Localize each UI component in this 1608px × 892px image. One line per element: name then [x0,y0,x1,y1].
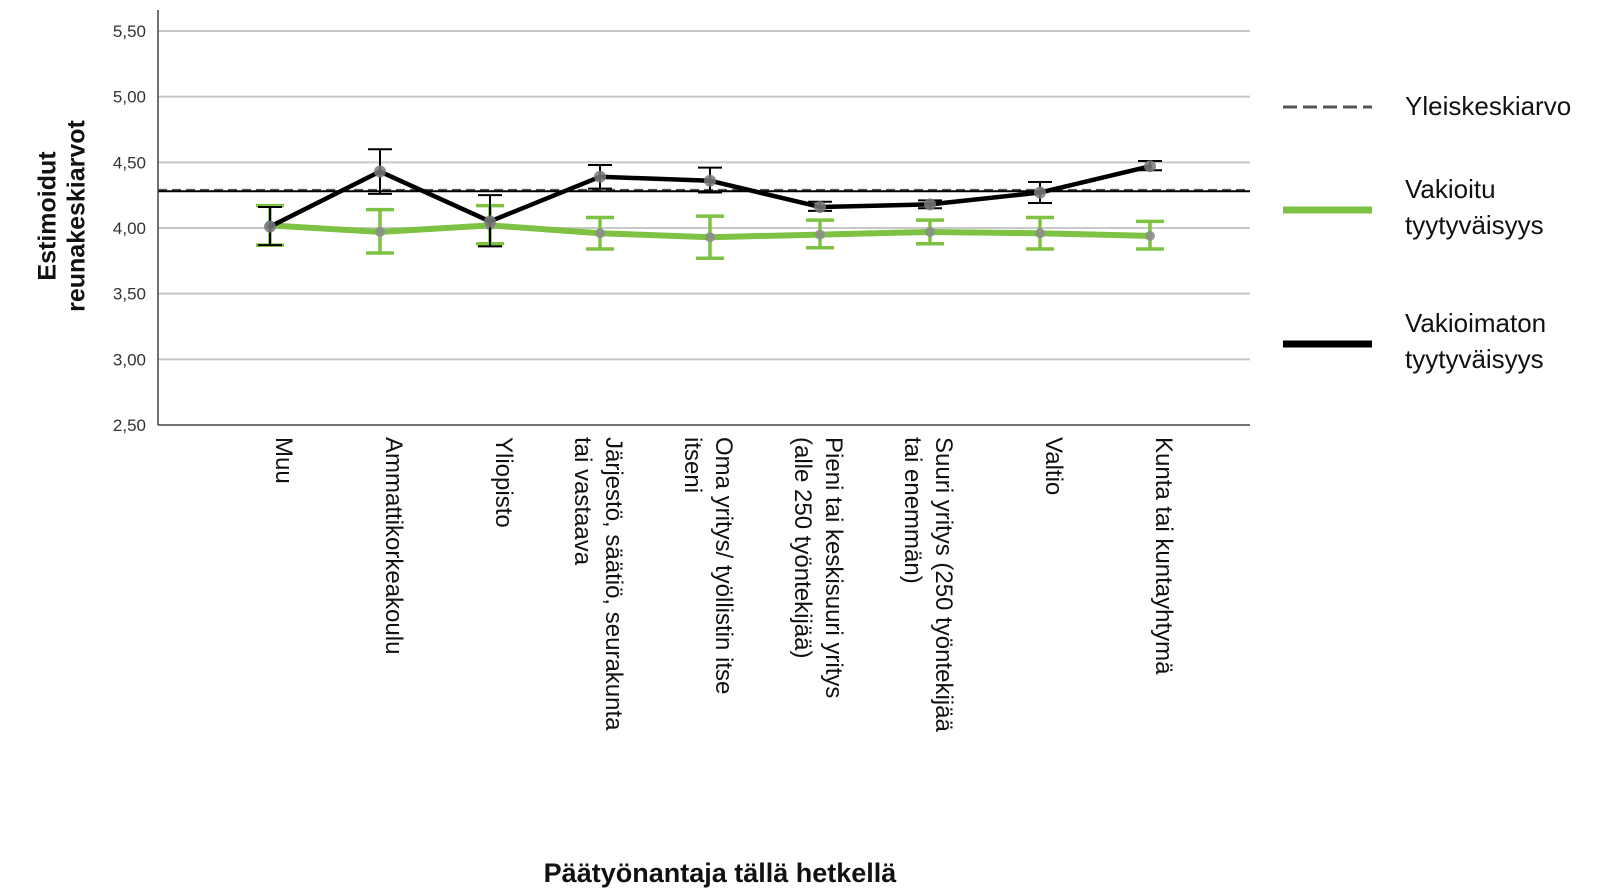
legend-item: Vakioimaton tyytyväisyys [1283,308,1546,374]
data-point [925,226,935,237]
category-label-line: itseni [679,437,706,493]
reference-lines [158,188,1250,193]
category-label-line: Järjestö, säätiö, seurakunta [600,437,627,731]
legend-label: Vakioitu [1405,174,1496,204]
category-label: Valtio [1040,437,1067,495]
category-label-line: Pieni tai keskisuuri yritys [820,437,847,698]
y-tick-label: 4,50 [113,153,146,172]
y-tick-label: 2,50 [113,416,146,435]
data-point [815,229,825,240]
category-label-line: Muu [270,437,297,484]
data-point [1144,160,1156,173]
data-point [1035,228,1045,239]
data-point [595,228,605,239]
category-labels: Muu Ammattikorkeakoulu Yliopisto Järjestö, … [270,437,1177,732]
category-label-line: Valtio [1040,437,1067,495]
category-label-line: Ammattikorkeakoulu [380,437,407,654]
category-label: Kunta tai kuntayhtymä [1150,437,1177,675]
legend-label: tyytyväisyys [1405,210,1544,240]
series-layer [256,148,1164,260]
x-axis-title: Päätyönantaja tällä hetkellä [544,858,898,888]
data-point [1034,186,1046,199]
category-label-line: (alle 250 työntekijää) [789,437,816,658]
y-axis-title: Estimoidutreunakeskiarvot [34,119,91,311]
data-point [375,226,385,237]
legend-label: Yleiskeskiarvo [1405,91,1571,121]
legend-item: Vakioitu tyytyväisyys [1283,174,1544,240]
data-point [924,198,936,211]
legend-item: Yleiskeskiarvo [1283,91,1571,121]
y-axis-title-line: reunakeskiarvot [62,119,90,311]
category-label-line: Yliopisto [490,437,517,528]
category-label-line: tai vastaava [569,437,596,566]
category-label: Muu [270,437,297,484]
data-point [1145,230,1155,241]
category-label: Ammattikorkeakoulu [380,437,407,654]
y-axis-title-line: Estimoidut [34,151,62,281]
legend: YleiskeskiarvoVakioitutyytyväisyysVakioi… [1283,91,1571,374]
legend-label: Vakioimaton [1405,308,1546,338]
category-label-line: tai enemmän) [899,437,926,584]
category-label: Pieni tai keskisuuri yritys(alle 250 työ… [789,437,847,698]
y-tick-label: 5,50 [113,22,146,41]
data-point [374,165,386,178]
category-label-line: Oma yritys/ työllistin itse [710,437,737,694]
y-tick-label: 5,00 [113,88,146,107]
data-point [594,170,606,183]
series-adjusted [256,203,1164,260]
category-label: Yliopisto [490,437,517,528]
data-point [484,215,496,228]
legend-label: tyytyväisyys [1405,344,1544,374]
y-tick-label: 3,50 [113,285,146,304]
category-label-line: Kunta tai kuntayhtymä [1150,437,1177,675]
series-unadjusted [258,148,1162,248]
axes: 5,50 5,00 4,50 4,00 3,50 3,00 2,50 [113,10,1250,435]
data-point [704,174,716,187]
category-label-line: Suuri yritys (250 työntekijää [930,437,957,732]
data-point [705,232,715,243]
data-point [814,200,826,213]
grid-layer [158,30,1250,361]
y-tick-label: 3,00 [113,350,146,369]
data-point [264,220,276,233]
y-tick-label: 4,00 [113,219,146,238]
